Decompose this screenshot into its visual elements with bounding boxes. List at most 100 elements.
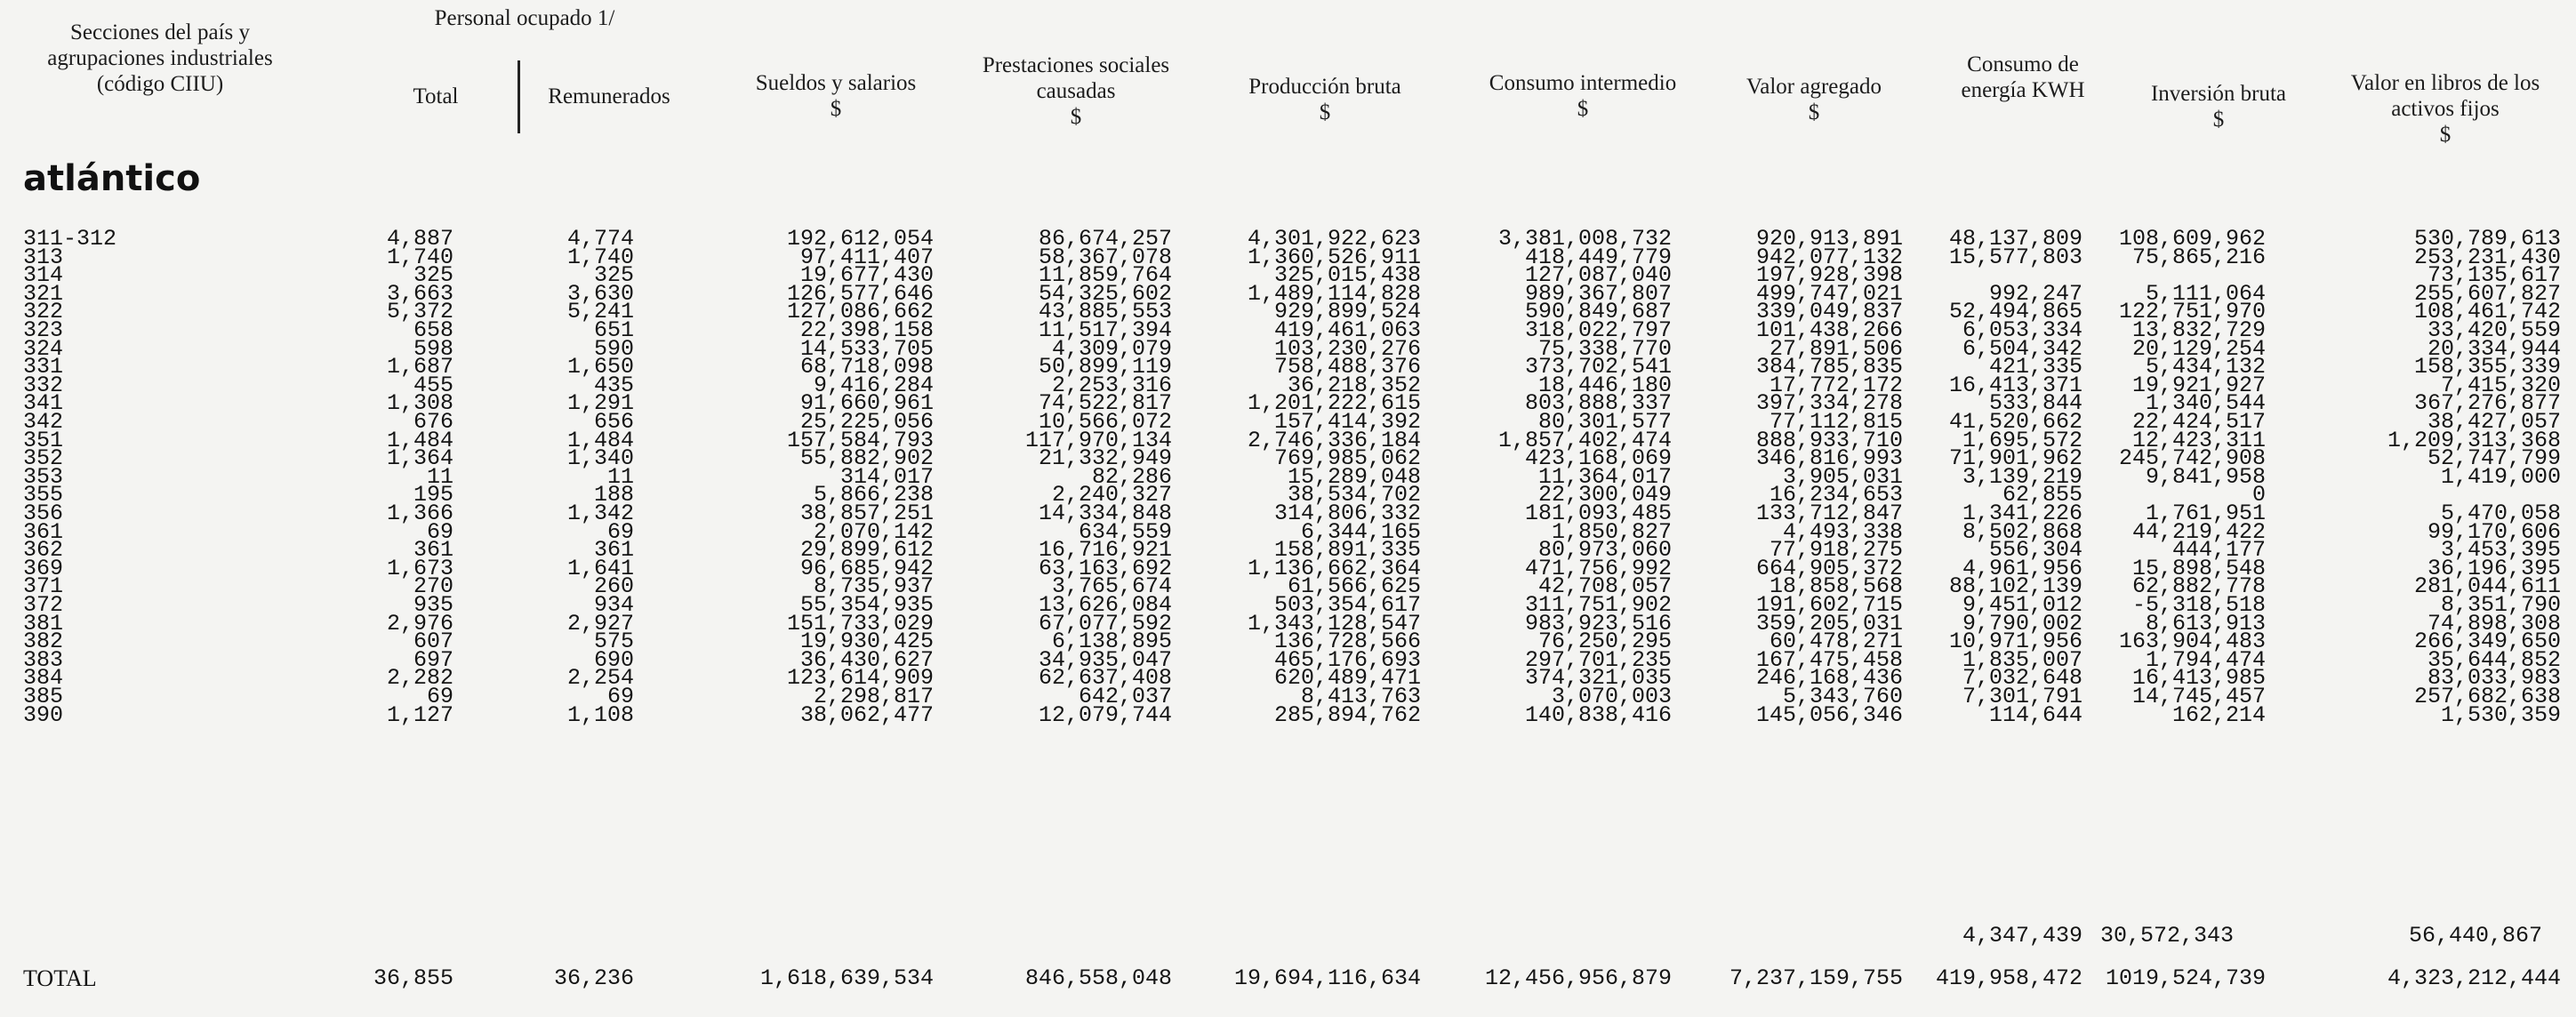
cell-valor-agregado: 942,077,132 [1755, 244, 1903, 270]
cell-sueldos: 19,930,425 [799, 629, 934, 654]
cell-inversion: 75,865,216 [2131, 244, 2266, 270]
header-valor-agregado-text: Valor agregado $ [1745, 75, 1882, 124]
cell-consumo-intermedio: 318,022,797 [1524, 317, 1672, 343]
header-prestaciones-text: Prestaciones sociales causadas $ [982, 53, 1170, 129]
cell-inversion: 12,423,311 [2131, 428, 2266, 453]
cell-energia: 10,971,956 [1948, 629, 2082, 654]
cell-valor-agregado: 499,747,021 [1755, 281, 1903, 307]
cell-energia: 62,855 [2002, 482, 2082, 508]
cell-prestaciones: 4,309,079 [1051, 336, 1172, 362]
cell-consumo-intermedio: 80,301,577 [1537, 409, 1672, 435]
cell-consumo-intermedio: 3,070,003 [1551, 684, 1672, 709]
cell-energia: 8,502,868 [1962, 519, 2082, 545]
cell-consumo-intermedio: 471,756,992 [1524, 556, 1672, 581]
cell-consumo-intermedio: 75,338,770 [1537, 336, 1672, 362]
header-divider [518, 60, 520, 133]
cell-remunerados: 69 [606, 519, 634, 545]
cell-remunerados: 590 [593, 336, 634, 362]
row-code: 351 [23, 428, 64, 453]
cell-activos: 33,420,559 [2427, 317, 2561, 343]
cell-total: 69 [426, 519, 453, 545]
row-code: 321 [23, 281, 64, 307]
cell-valor-agregado: 197,928,398 [1755, 262, 1903, 288]
cell-activos-390: 56,440,867 [2408, 923, 2542, 949]
cell-sueldos: 126,577,646 [786, 281, 934, 307]
header-personal: Personal ocupado 1/ [391, 5, 658, 31]
total-prestaciones: 846,558,048 [1024, 965, 1172, 991]
cell-energia: 4,961,956 [1962, 556, 2082, 581]
total-label: TOTAL [23, 965, 97, 991]
cell-prestaciones: 62,637,408 [1038, 665, 1172, 691]
cell-valor-agregado: 4,493,338 [1782, 519, 1903, 545]
cell-energia: 48,137,809 [1948, 226, 2082, 252]
cell-total: 69 [426, 684, 453, 709]
row-code: 390 [23, 702, 64, 728]
cell-prestaciones: 11,517,394 [1038, 317, 1172, 343]
cell-valor-agregado: 145,056,346 [1755, 702, 1903, 728]
cell-sueldos: 55,354,935 [799, 592, 934, 618]
cell-remunerados: 2,254 [566, 665, 634, 691]
cell-valor-agregado: 27,891,506 [1769, 336, 1903, 362]
row-code: 361 [23, 519, 64, 545]
total-total: 36,855 [373, 965, 453, 991]
cell-energia: 1,341,226 [1962, 500, 2082, 526]
cell-inversion: 1,794,474 [2145, 647, 2266, 673]
cell-total: 1,364 [386, 445, 453, 471]
cell-inversion: 444,177 [2171, 537, 2266, 563]
cell-prestaciones: 2,253,316 [1051, 372, 1172, 398]
cell-inversion: 1,761,951 [2145, 500, 2266, 526]
cell-consumo-intermedio: 22,300,049 [1537, 482, 1672, 508]
cell-activos: 99,170,606 [2427, 519, 2561, 545]
cell-activos: 20,334,944 [2427, 336, 2561, 362]
cell-prestaciones: 13,626,084 [1038, 592, 1172, 618]
cell-prestaciones: 82,286 [1091, 464, 1172, 490]
row-code: 352 [23, 445, 64, 471]
cell-total: 5,372 [386, 299, 453, 324]
cell-energia: 114,644 [1988, 702, 2082, 728]
header-remunerados-text: Remunerados [548, 84, 670, 108]
cell-remunerados: 651 [593, 317, 634, 343]
cell-activos: 281,044,611 [2413, 573, 2561, 599]
cell-prestaciones: 58,367,078 [1038, 244, 1172, 270]
header-total: Total [382, 84, 489, 109]
cell-activos: 73,135,617 [2427, 262, 2561, 288]
cell-inversion: 20,129,254 [2131, 336, 2266, 362]
cell-prestaciones: 634,559 [1078, 519, 1172, 545]
cell-prestaciones: 63,163,692 [1038, 556, 1172, 581]
cell-consumo-intermedio: 11,364,017 [1537, 464, 1672, 490]
header-personal-text: Personal ocupado 1/ [434, 6, 615, 30]
cell-total: 4,887 [386, 226, 453, 252]
cell-valor-agregado: 18,858,568 [1769, 573, 1903, 599]
cell-energia: 6,053,334 [1962, 317, 2082, 343]
cell-sueldos: 2,070,142 [813, 519, 934, 545]
row-code: 362 [23, 537, 64, 563]
cell-inversion: 16,413,985 [2131, 665, 2266, 691]
total-consumo-intermedio: 12,456,956,879 [1484, 965, 1672, 991]
cell-produccion: 157,414,392 [1273, 409, 1421, 435]
cell-valor-agregado: 246,168,436 [1755, 665, 1903, 691]
header-activos-text: Valor en libros de los activos fijos $ [2350, 71, 2540, 147]
cell-produccion: 136,728,566 [1273, 629, 1421, 654]
cell-activos: 1,530,359 [2440, 702, 2561, 728]
cell-produccion: 6,344,165 [1300, 519, 1421, 545]
header-produccion-text: Producción bruta $ [1248, 75, 1401, 124]
cell-energia: 9,790,002 [1962, 611, 2082, 637]
cell-consumo-intermedio: 1,850,827 [1551, 519, 1672, 545]
cell-consumo-intermedio: 76,250,295 [1537, 629, 1672, 654]
cell-produccion: 36,218,352 [1287, 372, 1421, 398]
cell-activos: 52,747,799 [2427, 445, 2561, 471]
cell-prestaciones: 21,332,949 [1038, 445, 1172, 471]
cell-consumo-intermedio: 297,701,235 [1524, 647, 1672, 673]
cell-valor-agregado: 397,334,278 [1755, 390, 1903, 416]
cell-remunerados: 1,484 [566, 428, 634, 453]
cell-remunerados: 656 [593, 409, 634, 435]
cell-total: 2,976 [386, 611, 453, 637]
cell-total: 1,127 [386, 702, 453, 728]
cell-inversion: -5,318,518 [2131, 592, 2266, 618]
cell-sueldos: 127,086,662 [786, 299, 934, 324]
cell-valor-agregado: 384,785,835 [1755, 354, 1903, 380]
cell-inversion: 19,921,927 [2131, 372, 2266, 398]
cell-energia: 9,451,012 [1962, 592, 2082, 618]
cell-energia: 41,520,662 [1948, 409, 2082, 435]
cell-activos: 83,033,983 [2427, 665, 2561, 691]
